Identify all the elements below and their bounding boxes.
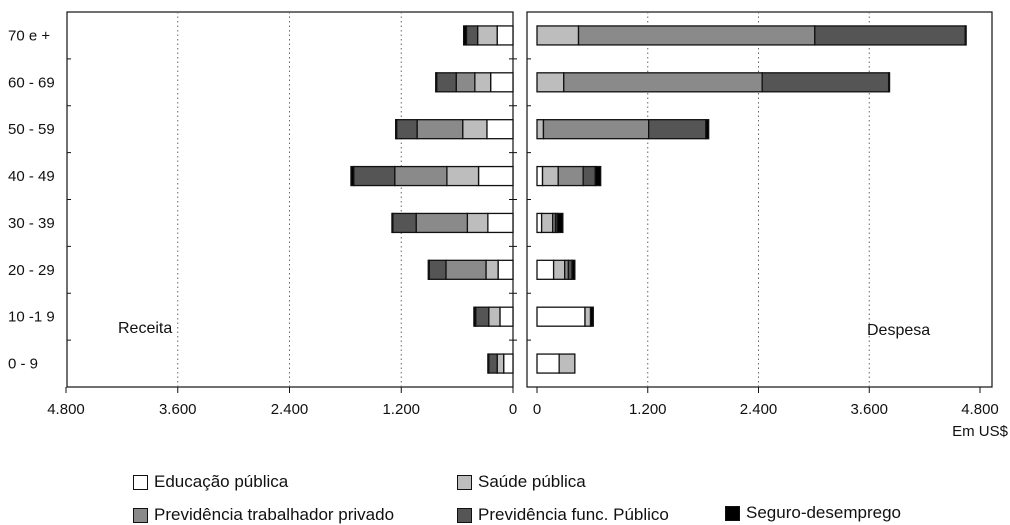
despesa-bar-educacao-publica-0-9 xyxy=(536,353,560,374)
receita-bar-previdencia-trabalhador-privado-50-59 xyxy=(416,119,464,140)
receita-bar-seguro-desemprego-20-29 xyxy=(427,259,430,280)
despesa-bar-saude-publica-30-39 xyxy=(540,212,554,234)
receita-bar-previdencia-func-publico-30-39 xyxy=(392,212,417,234)
receita-bar-previdencia-trabalhador-privado-60-69 xyxy=(455,72,476,93)
receita-bar-educacao-publica-70-e xyxy=(496,25,514,46)
receita-bar-saude-publica-20-29 xyxy=(485,259,499,280)
despesa-x-tick-label: 4.800 xyxy=(961,401,999,418)
bars xyxy=(350,25,967,374)
despesa-bar-saude-publica-70-e xyxy=(536,25,580,46)
receita-panel-label: Receita xyxy=(118,320,172,337)
despesa-bar-saude-publica-40-49 xyxy=(541,165,559,187)
receita-bar-educacao-publica-60-69 xyxy=(489,72,514,93)
receita-x-tick-label: 1.200 xyxy=(382,401,420,418)
despesa-x-tick-label: 1.200 xyxy=(629,401,667,418)
receita-bar-seguro-desemprego-30-39 xyxy=(391,212,394,234)
despesa-bar-seguro-desemprego-60-69 xyxy=(887,72,891,93)
despesa-bar-previdencia-func-publico-60-69 xyxy=(761,72,890,93)
category-label-0-9: 0 - 9 xyxy=(8,356,38,373)
receita-bar-previdencia-func-publico-0-9 xyxy=(488,353,498,374)
despesa-bar-seguro-desemprego-50-59 xyxy=(705,119,710,140)
receita-bar-seguro-desemprego-50-59 xyxy=(395,119,398,140)
despesa-x-tick-label: 2.400 xyxy=(740,401,778,418)
receita-bar-educacao-publica-20-29 xyxy=(497,259,514,280)
despesa-bar-previdencia-trabalhador-privado-60-69 xyxy=(563,72,763,93)
receita-bar-saude-publica-70-e xyxy=(476,25,498,46)
receita-bar-previdencia-trabalhador-privado-20-29 xyxy=(445,259,487,280)
receita-bar-educacao-publica-50-59 xyxy=(486,119,514,140)
receita-x-tick-label: 0 xyxy=(509,401,517,418)
receita-bar-previdencia-func-publico-20-29 xyxy=(428,259,447,280)
despesa-bar-saude-publica-50-59 xyxy=(536,119,545,140)
receita-x-tick-label: 4.800 xyxy=(47,401,85,418)
receita-bar-previdencia-func-publico-60-69 xyxy=(435,72,457,93)
despesa-bar-seguro-desemprego-40-49 xyxy=(594,165,602,187)
grid-lines xyxy=(177,12,870,387)
category-label-60-69: 60 - 69 xyxy=(8,74,55,91)
axis-labels: 4.800 3.600 2.400 1.200 0 0 1.200 2.400 3.600 4.8… xyxy=(8,27,999,418)
category-label-10-1-9: 10 -1 9 xyxy=(8,309,55,326)
receita-bar-saude-publica-10-1-9 xyxy=(488,306,501,327)
receita-bar-saude-publica-0-9 xyxy=(496,353,505,374)
despesa-bar-seguro-desemprego-20-29 xyxy=(571,259,576,280)
receita-bar-educacao-publica-30-39 xyxy=(487,212,514,234)
despesa-bar-educacao-publica-30-39 xyxy=(536,212,543,234)
despesa-bar-saude-publica-60-69 xyxy=(536,72,565,93)
despesa-bar-previdencia-func-publico-40-49 xyxy=(582,165,596,187)
receita-bar-previdencia-func-publico-40-49 xyxy=(353,165,396,187)
despesa-x-tick-label: 3.600 xyxy=(850,401,888,418)
despesa-bar-previdencia-trabalhador-privado-50-59 xyxy=(542,119,650,140)
receita-bar-seguro-desemprego-40-49 xyxy=(350,165,355,187)
receita-bar-previdencia-trabalhador-privado-40-49 xyxy=(394,165,448,187)
receita-bar-saude-publica-30-39 xyxy=(466,212,489,234)
despesa-x-tick-label: 0 xyxy=(533,401,541,418)
receita-bar-educacao-publica-0-9 xyxy=(503,353,514,374)
receita-bar-seguro-desemprego-0-9 xyxy=(487,353,490,374)
category-label-40-49: 40 - 49 xyxy=(8,168,55,185)
receita-bar-seguro-desemprego-10-1-9 xyxy=(473,306,477,327)
despesa-bar-previdencia-func-publico-50-59 xyxy=(648,119,707,140)
despesa-bar-previdencia-trabalhador-privado-40-49 xyxy=(557,165,584,187)
despesa-panel-label: Despesa xyxy=(867,322,930,339)
despesa-bar-saude-publica-0-9 xyxy=(558,353,576,374)
receita-bar-previdencia-func-publico-50-59 xyxy=(395,119,418,140)
category-label-70-e: 70 e + xyxy=(8,27,50,44)
despesa-bar-seguro-desemprego-70-e xyxy=(964,25,967,46)
receita-x-tick-label: 3.600 xyxy=(159,401,197,418)
despesa-bar-seguro-desemprego-30-39 xyxy=(556,212,564,234)
axis-ticks xyxy=(65,58,981,393)
despesa-bar-educacao-publica-20-29 xyxy=(536,259,555,280)
receita-bar-seguro-desemprego-70-e xyxy=(462,25,468,46)
receita-bar-previdencia-trabalhador-privado-30-39 xyxy=(415,212,469,234)
despesa-bar-educacao-publica-10-1-9 xyxy=(536,306,586,327)
receita-bar-previdencia-func-publico-10-1-9 xyxy=(475,306,490,327)
despesa-bar-saude-publica-20-29 xyxy=(552,259,566,280)
receita-bar-saude-publica-40-49 xyxy=(446,165,480,187)
receita-bar-saude-publica-60-69 xyxy=(474,72,492,93)
despesa-bar-saude-publica-10-1-9 xyxy=(584,306,592,327)
category-label-20-29: 20 - 29 xyxy=(8,262,55,279)
despesa-bar-educacao-publica-40-49 xyxy=(536,165,544,187)
receita-x-tick-label: 2.400 xyxy=(271,401,309,418)
despesa-bar-previdencia-func-publico-70-e xyxy=(814,25,966,46)
receita-bar-previdencia-func-publico-70-e xyxy=(465,25,479,46)
receita-bar-saude-publica-50-59 xyxy=(462,119,488,140)
x-axis-unit-label: Em US$ xyxy=(952,423,1009,440)
category-label-30-39: 30 - 39 xyxy=(8,215,55,232)
despesa-bar-seguro-desemprego-10-1-9 xyxy=(589,306,594,327)
receita-bar-educacao-publica-40-49 xyxy=(477,165,514,187)
receita-bar-educacao-publica-10-1-9 xyxy=(499,306,514,327)
category-label-50-59: 50 - 59 xyxy=(8,121,55,138)
despesa-bar-previdencia-trabalhador-privado-70-e xyxy=(577,25,816,46)
receita-bar-seguro-desemprego-60-69 xyxy=(435,72,438,93)
